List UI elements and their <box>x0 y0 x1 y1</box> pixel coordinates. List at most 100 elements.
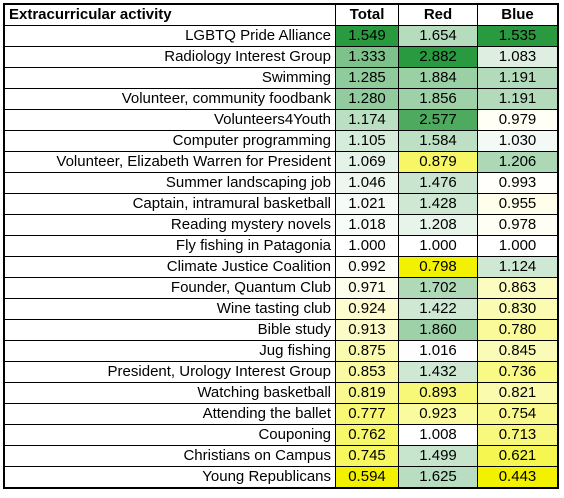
value-cell: 0.798 <box>398 256 478 278</box>
value-cell: 0.745 <box>335 445 399 467</box>
value-cell: 1.206 <box>477 151 559 173</box>
table-row: Young Republicans 0.594 1.625 0.443 <box>3 466 559 489</box>
value-cell: 1.428 <box>398 193 478 215</box>
value-cell: 1.191 <box>477 88 559 110</box>
activity-cell: Fly fishing in Patagonia <box>3 235 336 257</box>
value-cell: 0.713 <box>477 424 559 446</box>
value-cell: 0.992 <box>335 256 399 278</box>
value-cell: 0.893 <box>398 382 478 404</box>
table-row: Volunteer, community foodbank 1.280 1.856 1… <box>3 88 559 110</box>
activity-cell: President, Urology Interest Group <box>3 361 336 383</box>
activity-cell: Christians on Campus <box>3 445 336 467</box>
value-cell: 0.594 <box>335 466 399 489</box>
value-cell: 0.978 <box>477 214 559 236</box>
value-cell: 1.584 <box>398 130 478 152</box>
value-cell: 0.993 <box>477 172 559 194</box>
value-cell: 0.924 <box>335 298 399 320</box>
value-cell: 1.124 <box>477 256 559 278</box>
header-row: Extracurricular activity Total Red Blue <box>3 3 559 26</box>
value-cell: 2.882 <box>398 46 478 68</box>
table-row: Swimming 1.285 1.884 1.191 <box>3 67 559 89</box>
value-cell: 0.845 <box>477 340 559 362</box>
table-row: LGBTQ Pride Alliance 1.549 1.654 1.535 <box>3 25 559 47</box>
value-cell: 1.083 <box>477 46 559 68</box>
table-row: Volunteers4Youth 1.174 2.577 0.979 <box>3 109 559 131</box>
table-row: Volunteer, Elizabeth Warren for Presiden… <box>3 151 559 173</box>
header-cell: Blue <box>477 3 559 26</box>
value-cell: 1.654 <box>398 25 478 47</box>
activity-cell: Radiology Interest Group <box>3 46 336 68</box>
table-row: Christians on Campus 0.745 1.499 0.621 <box>3 445 559 467</box>
value-cell: 1.625 <box>398 466 478 489</box>
table-body: LGBTQ Pride Alliance 1.549 1.654 1.535 Radio… <box>3 25 559 489</box>
value-cell: 0.443 <box>477 466 559 489</box>
value-cell: 0.853 <box>335 361 399 383</box>
value-cell: 0.979 <box>477 109 559 131</box>
value-cell: 1.208 <box>398 214 478 236</box>
value-cell: 2.577 <box>398 109 478 131</box>
value-cell: 1.191 <box>477 67 559 89</box>
value-cell: 1.016 <box>398 340 478 362</box>
page: Extracurricular activity Total Red Blue LGB… <box>0 3 564 498</box>
value-cell: 1.499 <box>398 445 478 467</box>
activity-cell: Captain, intramural basketball <box>3 193 336 215</box>
table-row: Computer programming 1.105 1.584 1.030 <box>3 130 559 152</box>
value-cell: 1.000 <box>335 235 399 257</box>
value-cell: 1.702 <box>398 277 478 299</box>
table-row: Couponing 0.762 1.008 0.713 <box>3 424 559 446</box>
table-row: Radiology Interest Group 1.333 2.882 1.083 <box>3 46 559 68</box>
value-cell: 1.884 <box>398 67 478 89</box>
activity-cell: Reading mystery novels <box>3 214 336 236</box>
value-cell: 1.018 <box>335 214 399 236</box>
activity-cell: LGBTQ Pride Alliance <box>3 25 336 47</box>
value-cell: 0.913 <box>335 319 399 341</box>
activity-cell: Wine tasting club <box>3 298 336 320</box>
table-row: Jug fishing 0.875 1.016 0.845 <box>3 340 559 362</box>
activity-cell: Watching basketball <box>3 382 336 404</box>
activity-cell: Swimming <box>3 67 336 89</box>
activity-cell: Computer programming <box>3 130 336 152</box>
value-cell: 0.821 <box>477 382 559 404</box>
activity-cell: Founder, Quantum Club <box>3 277 336 299</box>
activity-cell: Volunteer, community foodbank <box>3 88 336 110</box>
activity-cell: Young Republicans <box>3 466 336 489</box>
activity-cell: Jug fishing <box>3 340 336 362</box>
header-cell: Extracurricular activity <box>3 3 336 26</box>
value-cell: 1.535 <box>477 25 559 47</box>
table-row: Summer landscaping job 1.046 1.476 0.993 <box>3 172 559 194</box>
table-row: Climate Justice Coalition 0.992 0.798 1.124 <box>3 256 559 278</box>
activity-cell: Volunteer, Elizabeth Warren for Presiden… <box>3 151 336 173</box>
value-cell: 0.736 <box>477 361 559 383</box>
header-cell: Red <box>398 3 478 26</box>
value-cell: 1.422 <box>398 298 478 320</box>
table-row: Reading mystery novels 1.018 1.208 0.978 <box>3 214 559 236</box>
value-cell: 0.780 <box>477 319 559 341</box>
value-cell: 1.105 <box>335 130 399 152</box>
value-cell: 1.549 <box>335 25 399 47</box>
activity-cell: Couponing <box>3 424 336 446</box>
activity-cell: Summer landscaping job <box>3 172 336 194</box>
value-cell: 0.955 <box>477 193 559 215</box>
table-header: Extracurricular activity Total Red Blue <box>3 3 559 26</box>
value-cell: 1.333 <box>335 46 399 68</box>
table-row: Captain, intramural basketball 1.021 1.428… <box>3 193 559 215</box>
value-cell: 1.046 <box>335 172 399 194</box>
value-cell: 1.021 <box>335 193 399 215</box>
table-row: Wine tasting club 0.924 1.422 0.830 <box>3 298 559 320</box>
value-cell: 1.476 <box>398 172 478 194</box>
value-cell: 0.830 <box>477 298 559 320</box>
value-cell: 1.000 <box>477 235 559 257</box>
value-cell: 1.860 <box>398 319 478 341</box>
table-row: Attending the ballet 0.777 0.923 0.754 <box>3 403 559 425</box>
table-row: Fly fishing in Patagonia 1.000 1.000 1.000 <box>3 235 559 257</box>
value-cell: 0.819 <box>335 382 399 404</box>
activity-cell: Attending the ballet <box>3 403 336 425</box>
value-cell: 1.280 <box>335 88 399 110</box>
value-cell: 0.762 <box>335 424 399 446</box>
activity-cell: Climate Justice Coalition <box>3 256 336 278</box>
value-cell: 0.621 <box>477 445 559 467</box>
value-cell: 1.008 <box>398 424 478 446</box>
header-cell: Total <box>335 3 399 26</box>
data-table: Extracurricular activity Total Red Blue LGB… <box>3 3 559 489</box>
value-cell: 1.856 <box>398 88 478 110</box>
